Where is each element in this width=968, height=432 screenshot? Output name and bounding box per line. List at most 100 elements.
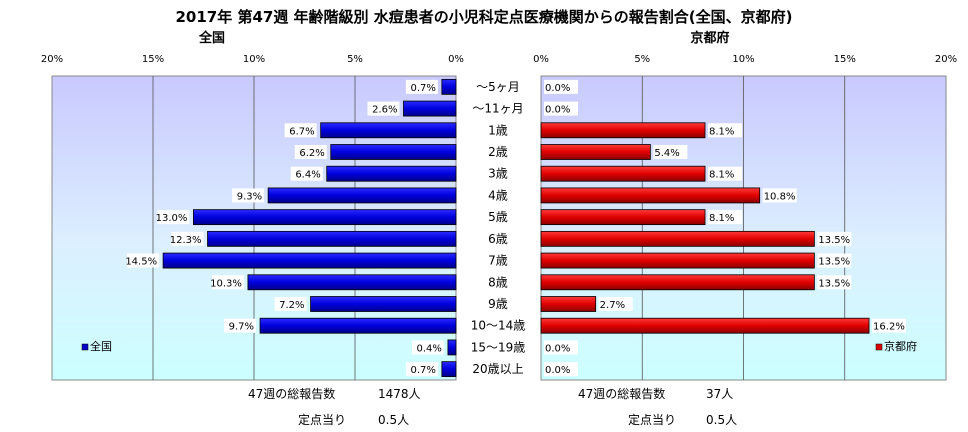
right-data-label: 8.1% xyxy=(709,126,734,137)
category-label: 1歳 xyxy=(488,123,508,137)
left-data-label: 9.3% xyxy=(237,191,262,202)
right-data-label: 8.1% xyxy=(709,213,734,224)
left-data-label-bg xyxy=(127,253,160,268)
category-label: 8歳 xyxy=(488,275,508,289)
right-tick-label: 15% xyxy=(834,54,856,65)
right-data-label-bg xyxy=(653,145,688,159)
left-bar xyxy=(320,122,457,139)
left-data-label: 2.6% xyxy=(372,105,397,116)
right-data-label: 16.2% xyxy=(873,322,905,333)
right-data-label-bg xyxy=(544,362,578,377)
right-bar xyxy=(540,209,706,226)
left-data-label-bg xyxy=(294,145,327,159)
right-data-label-bg xyxy=(544,79,578,94)
left-bar xyxy=(247,274,457,291)
right-bar xyxy=(540,187,761,204)
left-footer-total-label: 47週の総報告数 xyxy=(248,386,335,401)
left-data-label: 14.5% xyxy=(125,257,157,268)
left-data-label: 12.3% xyxy=(170,235,202,246)
chart-title: 2017年 第47週 年齢階級別 水痘患者の小児科定点医療機関からの報告割合(全… xyxy=(175,8,792,26)
right-data-label: 13.5% xyxy=(818,235,850,246)
right-data-label-bg xyxy=(817,231,852,246)
left-data-label: 6.2% xyxy=(299,148,324,159)
right-tick-label: 20% xyxy=(935,54,957,65)
left-footer-per-value: 0.5人 xyxy=(378,413,409,427)
left-data-label-bg xyxy=(405,362,438,377)
right-bar xyxy=(540,317,870,334)
left-data-label: 7.2% xyxy=(279,300,304,311)
right-data-label: 13.5% xyxy=(818,278,850,289)
right-data-label-bg xyxy=(708,166,743,181)
category-label: 5歳 xyxy=(488,210,508,224)
right-footer-per-value: 0.5人 xyxy=(706,413,737,427)
right-data-label: 10.8% xyxy=(764,191,796,202)
left-bar xyxy=(403,100,457,117)
left-data-label-bg xyxy=(157,210,190,225)
right-data-label: 0.0% xyxy=(545,105,570,116)
right-legend-label: 京都府 xyxy=(884,339,917,353)
right-bar xyxy=(540,296,597,312)
left-data-label-bg xyxy=(171,231,204,246)
left-bar xyxy=(259,317,457,334)
left-data-label: 10.3% xyxy=(210,278,242,289)
left-data-label: 0.4% xyxy=(417,343,442,354)
left-data-label: 9.7% xyxy=(229,322,254,333)
left-bar xyxy=(310,296,457,312)
left-footer-per-label: 定点当り xyxy=(298,412,346,427)
category-label: 4歳 xyxy=(488,188,508,202)
right-data-label: 5.4% xyxy=(654,148,679,159)
right-footer-total-value: 37人 xyxy=(706,387,733,401)
left-data-label: 6.7% xyxy=(289,126,314,137)
right-data-label: 0.0% xyxy=(545,343,570,354)
left-tick-label: 10% xyxy=(243,54,265,65)
category-label: 3歳 xyxy=(488,167,508,181)
right-data-label: 2.7% xyxy=(600,300,625,311)
right-data-label-bg xyxy=(817,253,852,268)
left-bar xyxy=(330,144,457,160)
right-data-label: 13.5% xyxy=(818,257,850,268)
right-footer-total-label: 47週の総報告数 xyxy=(578,386,665,401)
left-bar xyxy=(441,361,457,378)
right-tick-label: 5% xyxy=(634,54,650,65)
left-legend-label: 全国 xyxy=(90,339,112,353)
left-tick-label: 20% xyxy=(41,54,63,65)
left-data-label-bg xyxy=(274,297,307,311)
left-footer-total-value: 1478人 xyxy=(378,387,421,401)
right-data-label: 0.0% xyxy=(545,83,570,94)
left-panel-title: 全国 xyxy=(198,30,225,46)
right-data-label-bg xyxy=(544,101,578,116)
category-label: 7歳 xyxy=(488,254,508,268)
left-data-label-bg xyxy=(232,188,265,203)
category-label: 6歳 xyxy=(488,232,508,246)
left-data-label-bg xyxy=(284,123,317,138)
left-bar xyxy=(441,78,457,95)
right-bar xyxy=(540,122,706,139)
left-data-label: 13.0% xyxy=(156,213,188,224)
right-data-label-bg xyxy=(708,210,743,225)
category-label: 15～19歳 xyxy=(471,340,526,354)
left-data-label-bg xyxy=(290,166,323,181)
right-data-label: 0.0% xyxy=(545,365,570,376)
left-data-label-bg xyxy=(211,275,244,290)
left-data-label-bg xyxy=(224,318,257,333)
left-legend-swatch xyxy=(81,343,89,351)
right-data-label-bg xyxy=(872,318,907,333)
category-label: 20歳以上 xyxy=(472,362,523,376)
left-bar xyxy=(192,209,457,226)
right-data-label-bg xyxy=(544,340,578,355)
right-data-label-bg xyxy=(708,123,743,138)
left-data-label-bg xyxy=(405,79,438,94)
right-data-label: 8.1% xyxy=(709,170,734,181)
right-data-label-bg xyxy=(817,275,852,290)
right-panel-title: 京都府 xyxy=(690,30,729,46)
category-label: ～11ヶ月 xyxy=(472,102,523,116)
right-legend-swatch xyxy=(875,343,883,351)
left-bar xyxy=(162,252,457,269)
right-tick-label: 10% xyxy=(732,54,754,65)
category-label: 2歳 xyxy=(488,145,508,159)
category-label: 9歳 xyxy=(488,297,508,311)
left-data-label: 0.7% xyxy=(410,365,435,376)
left-bar xyxy=(447,339,457,356)
